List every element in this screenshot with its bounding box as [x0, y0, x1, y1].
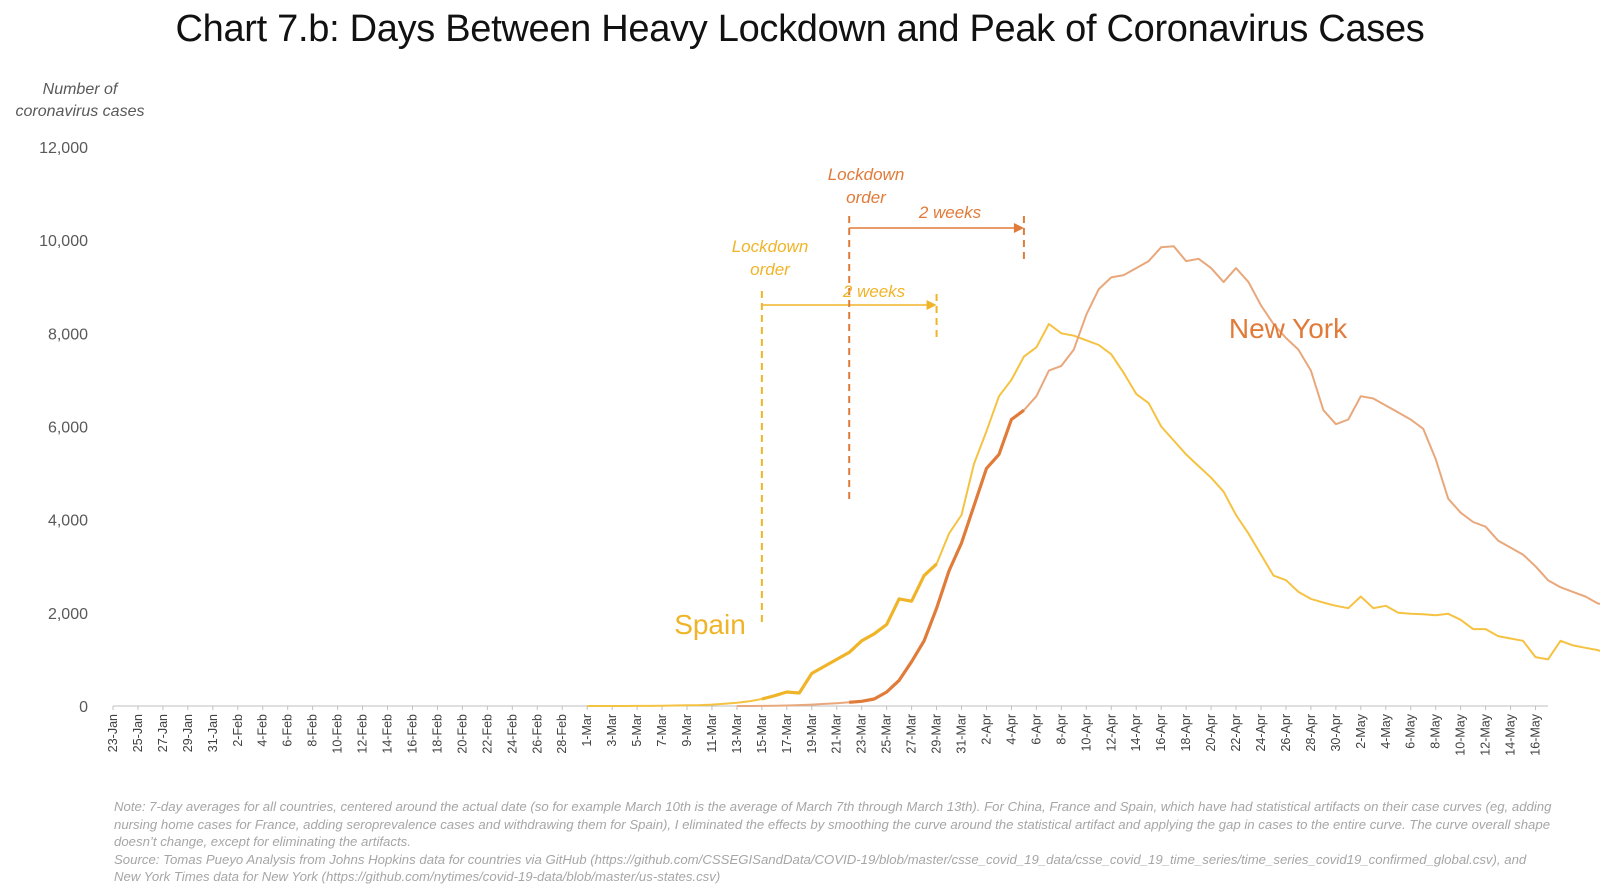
note-text: Note: 7-day averages for all countries, … — [114, 799, 1552, 849]
y-axis-title-line1: Number of — [43, 81, 119, 98]
x-tick-label: 26-Feb — [530, 714, 544, 754]
spain-series-label: Spain — [674, 609, 746, 640]
x-tick-label: 12-Feb — [356, 714, 370, 754]
x-tick-label: 16-Apr — [1154, 714, 1168, 752]
new-york-series-label: New York — [1229, 313, 1348, 344]
ny-two-weeks-label: 2 weeks — [918, 203, 982, 222]
x-tick-label: 27-Jan — [156, 714, 170, 752]
x-tick-label: 22-Feb — [480, 714, 494, 754]
y-tick-label: 4,000 — [48, 513, 88, 530]
x-tick-label: 29-Jan — [181, 714, 195, 752]
x-tick-label: 18-Apr — [1179, 714, 1193, 752]
x-tick-label: 16-Feb — [405, 714, 419, 754]
x-tick-label: 16-May — [1529, 713, 1543, 755]
x-tick-label: 15-Mar — [755, 714, 769, 754]
x-tick-label: 6-May — [1404, 713, 1418, 748]
x-tick-label: 17-Mar — [780, 714, 794, 754]
x-tick-label: 4-Feb — [256, 714, 270, 747]
y-tick-label: 6,000 — [48, 420, 88, 437]
x-tick-label: 5-Mar — [630, 714, 644, 747]
y-tick-label: 12,000 — [39, 140, 88, 157]
x-axis: 23-Jan 25-Jan 27-Jan 29-Jan 31-Jan 2-Feb 4-Feb… — [106, 706, 1543, 756]
x-tick-label: 25-Jan — [131, 714, 145, 752]
x-tick-label: 20-Feb — [455, 714, 469, 754]
x-tick-label: 20-Apr — [1204, 714, 1218, 752]
x-tick-label: 8-May — [1429, 713, 1443, 748]
y-tick-label: 10,000 — [39, 233, 88, 250]
x-tick-label: 23-Mar — [855, 714, 869, 754]
x-tick-label: 28-Feb — [555, 714, 569, 754]
x-tick-label: 10-Apr — [1079, 714, 1093, 752]
spain-lockdown-label-line1: Lockdown — [732, 237, 809, 256]
x-tick-label: 12-Apr — [1104, 714, 1118, 752]
spain-lockdown-label-line2: order — [750, 260, 791, 279]
x-tick-label: 23-Jan — [106, 714, 120, 752]
x-tick-label: 14-Feb — [381, 714, 395, 754]
x-tick-label: 1-Mar — [580, 714, 594, 747]
spain-two-weeks-label: 2 weeks — [842, 282, 906, 301]
spain-lockdown-window-line — [761, 562, 938, 701]
x-tick-label: 6-Feb — [281, 714, 295, 747]
y-axis-title: Number of coronavirus cases — [16, 81, 145, 120]
x-tick-label: 24-Apr — [1254, 714, 1268, 752]
x-tick-label: 8-Apr — [1054, 714, 1068, 745]
spain-arrow-head — [926, 300, 937, 310]
ny-arrow-head — [1013, 223, 1024, 233]
spain-series-line — [587, 323, 1600, 707]
x-tick-label: 12-May — [1479, 713, 1493, 755]
x-tick-label: 29-Mar — [930, 714, 944, 754]
x-tick-label: 14-May — [1504, 713, 1518, 755]
x-tick-label: 11-Mar — [705, 714, 719, 753]
x-tick-label: 24-Feb — [505, 714, 519, 754]
chart-title: Chart 7.b: Days Between Heavy Lockdown a… — [175, 8, 1425, 50]
annotation-layer — [760, 216, 1025, 625]
series-layer — [587, 245, 1600, 707]
x-tick-label: 31-Mar — [955, 714, 969, 754]
new-york-lockdown-window-line — [849, 408, 1025, 704]
x-tick-label: 30-Apr — [1329, 714, 1343, 752]
y-tick-label: 0 — [79, 699, 88, 716]
x-tick-label: 31-Jan — [206, 714, 220, 752]
y-axis: 0 2,000 4,000 6,000 8,000 10,000 12,000 — [39, 140, 88, 716]
x-tick-label: 14-Apr — [1129, 714, 1143, 752]
x-tick-label: 2-Feb — [231, 714, 245, 747]
x-tick-label: 6-Apr — [1029, 714, 1043, 745]
x-tick-label: 21-Mar — [830, 714, 844, 754]
ny-lockdown-label-line2: order — [846, 188, 887, 207]
ny-lockdown-label-line1: Lockdown — [828, 165, 905, 184]
y-tick-label: 2,000 — [48, 606, 88, 623]
x-tick-label: 7-Mar — [655, 714, 669, 747]
x-tick-label: 2-May — [1354, 713, 1368, 748]
x-tick-label: 3-Mar — [605, 714, 619, 747]
x-tick-label: 4-May — [1379, 713, 1393, 748]
x-tick-label: 4-Apr — [1004, 714, 1018, 745]
source-text: Source: Tomas Pueyo Analysis from Johns … — [114, 851, 1527, 885]
y-axis-title-line2: coronavirus cases — [16, 103, 145, 120]
x-tick-label: 28-Apr — [1304, 714, 1318, 752]
x-tick-label: 10-Feb — [331, 714, 345, 754]
x-tick-label: 27-Mar — [905, 714, 919, 754]
x-tick-label: 25-Mar — [880, 714, 894, 754]
x-tick-label: 10-May — [1454, 713, 1468, 755]
x-tick-label: 2-Apr — [979, 714, 993, 745]
x-tick-label: 19-Mar — [805, 714, 819, 754]
footnotes: Note: 7-day averages for all countries, … — [114, 798, 1554, 886]
x-tick-label: 13-Mar — [730, 714, 744, 754]
x-tick-label: 18-Feb — [430, 714, 444, 754]
x-tick-label: 22-Apr — [1229, 714, 1243, 752]
x-tick-label: 8-Feb — [306, 714, 320, 747]
x-tick-label: 9-Mar — [680, 714, 694, 747]
y-tick-label: 8,000 — [48, 326, 88, 343]
x-tick-label: 26-Apr — [1279, 714, 1293, 752]
